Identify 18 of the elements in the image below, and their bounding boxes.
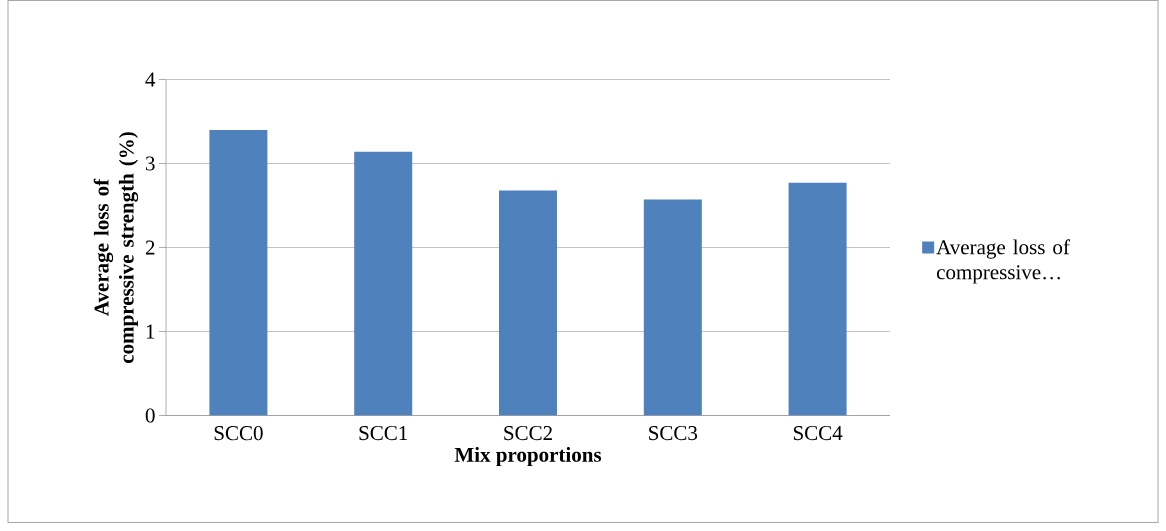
x-tick-label: SCC3 — [649, 426, 698, 441]
x-tick-label: SCC4 — [793, 426, 843, 441]
bar — [354, 151, 413, 416]
y-tick-label: 0 — [145, 408, 155, 423]
y-axis-title: Average loss of compressive strength (%) — [93, 132, 139, 364]
y-tick-label: 2 — [145, 240, 155, 255]
y-tick-label: 1 — [146, 324, 155, 339]
x-tick-label: SCC0 — [214, 426, 263, 441]
x-tick-label: SCC1 — [359, 426, 408, 441]
bar — [788, 183, 847, 416]
x-axis-title: Mix proportions — [454, 447, 602, 467]
x-tick-label: SCC2 — [504, 426, 552, 441]
bar — [643, 199, 702, 416]
bar — [499, 190, 558, 416]
legend-label: Average loss of compressive… — [936, 239, 1070, 284]
y-tick-label: 3 — [145, 156, 155, 171]
y-tick-label: 4 — [145, 72, 156, 87]
bar — [209, 130, 268, 416]
